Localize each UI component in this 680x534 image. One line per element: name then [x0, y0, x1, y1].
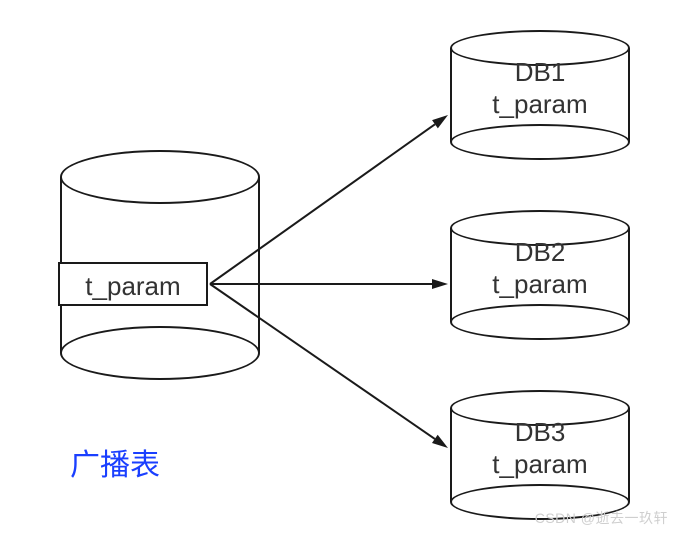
target-database-db1: DB1 t_param: [450, 30, 630, 160]
target-database-db2: DB2 t_param: [450, 210, 630, 340]
source-table-box: t_param: [58, 262, 208, 306]
db2-label: DB2 t_param: [450, 236, 630, 301]
cylinder-bottom: [450, 124, 630, 160]
db3-label: DB3 t_param: [450, 416, 630, 481]
diagram-canvas: t_param DB1 t_param DB2 t_param DB3 t_pa…: [0, 0, 680, 534]
cylinder-bottom: [60, 326, 260, 380]
cylinder-bottom: [450, 304, 630, 340]
cylinder-top: [60, 150, 260, 204]
cylinder-bottom: [450, 484, 630, 520]
target-database-db3: DB3 t_param: [450, 390, 630, 520]
db1-label: DB1 t_param: [450, 56, 630, 121]
diagram-caption: 广播表: [70, 440, 160, 484]
